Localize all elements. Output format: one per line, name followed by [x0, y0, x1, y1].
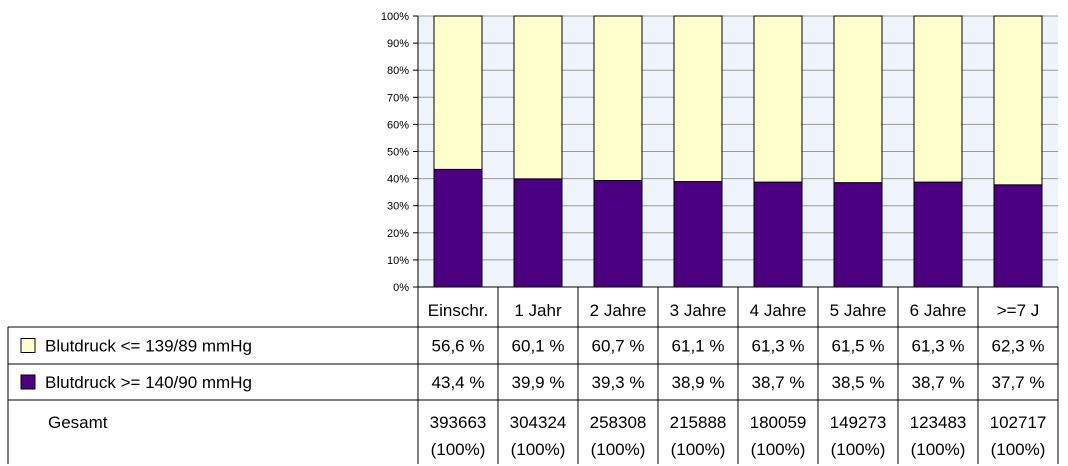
y-tick-label: 70%	[387, 92, 409, 104]
bar-segment-normal-bp	[913, 15, 963, 183]
legend-label: Blutdruck <= 139/89 mmHg	[45, 337, 252, 356]
category-label: 6 Jahre	[910, 301, 967, 320]
y-tick-label: 0%	[393, 282, 409, 294]
total-value: 149273	[830, 413, 887, 432]
data-label: 39,3 %	[592, 373, 645, 392]
bar-segment-high-bp	[833, 182, 883, 288]
data-label: 61,1 %	[672, 337, 725, 356]
data-label: 37,7 %	[992, 373, 1045, 392]
totals-label: Gesamt	[48, 413, 108, 432]
data-table: Einschr. 1 Jahr 2 Jahre 3 Jahre 4 Jahre 5 Jah…	[7, 286, 1059, 464]
y-tick-label: 60%	[387, 119, 409, 131]
data-label: 56,6 %	[432, 337, 485, 356]
data-label: 61,5 %	[832, 337, 885, 356]
data-label: 38,7 %	[752, 373, 805, 392]
bar-segment-normal-bp	[513, 15, 563, 180]
total-percent: (100%)	[671, 440, 726, 459]
total-percent: (100%)	[911, 440, 966, 459]
category-label: Einschr.	[428, 301, 488, 320]
total-percent: (100%)	[991, 440, 1046, 459]
data-label: 38,7 %	[912, 373, 965, 392]
total-value: 393663	[430, 413, 487, 432]
category-label: 4 Jahre	[750, 301, 807, 320]
y-tick-label: 90%	[387, 38, 409, 50]
data-label: 39,9 %	[512, 373, 565, 392]
category-label: 5 Jahre	[830, 301, 887, 320]
data-label: 61,3 %	[912, 337, 965, 356]
category-label: 1 Jahr	[514, 301, 562, 320]
bar-segment-normal-bp	[993, 15, 1043, 186]
total-value: 258308	[590, 413, 647, 432]
data-label: 62,3 %	[992, 337, 1045, 356]
category-label: 2 Jahre	[590, 301, 647, 320]
total-percent: (100%)	[511, 440, 566, 459]
category-label: >=7 J	[997, 301, 1040, 320]
bar-segment-high-bp	[433, 168, 483, 288]
y-tick-label: 30%	[387, 201, 409, 213]
y-tick-label: 100%	[381, 11, 409, 23]
data-label: 60,1 %	[512, 337, 565, 356]
bar-segment-high-bp	[993, 184, 1043, 288]
bar-segment-high-bp	[753, 181, 803, 288]
data-label: 38,5 %	[832, 373, 885, 392]
total-percent: (100%)	[831, 440, 886, 459]
y-tick-label: 20%	[387, 228, 409, 240]
data-label: 60,7 %	[592, 337, 645, 356]
total-value: 215888	[670, 413, 727, 432]
legend-label: Blutdruck >= 140/90 mmHg	[45, 373, 252, 392]
total-value: 304324	[510, 413, 567, 432]
y-tick-label: 10%	[387, 255, 409, 267]
total-percent: (100%)	[751, 440, 806, 459]
bar-segment-normal-bp	[753, 15, 803, 183]
data-label: 38,9 %	[672, 373, 725, 392]
legend-key	[20, 338, 36, 353]
bar-segment-high-bp	[913, 181, 963, 288]
total-percent: (100%)	[431, 440, 486, 459]
category-label: 3 Jahre	[670, 301, 727, 320]
total-value: 180059	[750, 413, 807, 432]
y-tick-label: 80%	[387, 65, 409, 77]
bar-segment-high-bp	[513, 178, 563, 288]
y-axis: 0% 10% 20% 30% 40% 50% 60% 70% 80% 90% 100%	[381, 11, 419, 294]
y-tick-label: 40%	[387, 174, 409, 186]
data-label: 43,4 %	[432, 373, 485, 392]
legend-key	[20, 374, 36, 390]
bar-segment-high-bp	[593, 179, 643, 288]
total-value: 123483	[910, 413, 967, 432]
bars	[433, 15, 1043, 288]
y-tick-label: 50%	[387, 147, 409, 159]
total-value: 102717	[990, 413, 1047, 432]
bar-segment-normal-bp	[673, 15, 723, 183]
bar-segment-normal-bp	[433, 15, 483, 170]
bar-segment-normal-bp	[833, 15, 883, 184]
bar-segment-high-bp	[673, 181, 723, 288]
bar-segment-normal-bp	[593, 15, 643, 181]
total-percent: (100%)	[591, 440, 646, 459]
data-label: 61,3 %	[752, 337, 805, 356]
